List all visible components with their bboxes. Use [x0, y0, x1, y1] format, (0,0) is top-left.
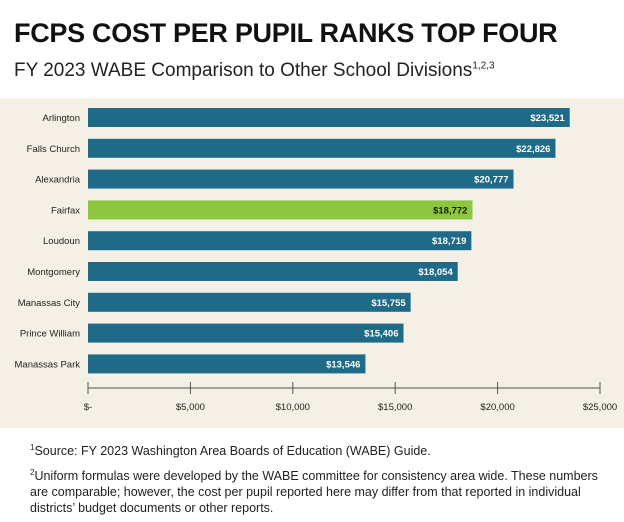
- category-label: Fairfax: [51, 205, 80, 216]
- footnote-1-marker: 1: [30, 443, 35, 452]
- x-tick-label: $15,000: [378, 402, 412, 413]
- bar-falls-church: [88, 138, 556, 158]
- chart-subtitle: FY 2023 WABE Comparison to Other School …: [14, 60, 495, 82]
- category-label: Arlington: [43, 113, 81, 124]
- category-label: Loudoun: [43, 236, 80, 247]
- bar-loudoun: [88, 231, 472, 251]
- x-tick-label: $10,000: [276, 402, 310, 413]
- bar-value-label: $22,826: [516, 144, 550, 155]
- bar-value-label: $18,719: [432, 236, 466, 247]
- category-label: Manassas Park: [15, 359, 81, 370]
- category-label: Montgomery: [27, 267, 80, 278]
- category-label: Alexandria: [35, 175, 81, 186]
- bar-prince-william: [88, 323, 404, 343]
- category-label: Prince William: [20, 329, 80, 340]
- footnote-1-text: Source: FY 2023 Washington Area Boards o…: [34, 444, 431, 459]
- bar-value-label: $20,777: [474, 175, 508, 186]
- x-tick-label: $25,000: [583, 402, 617, 413]
- bar-value-label: $13,546: [326, 359, 360, 370]
- category-label: Manassas City: [18, 298, 81, 309]
- bar-value-label: $15,406: [364, 329, 398, 340]
- bar-manassas-city: [88, 292, 411, 312]
- bar-montgomery: [88, 262, 458, 281]
- bar-value-label: $18,772: [433, 205, 467, 216]
- bar-arlington: [88, 108, 570, 127]
- bar-value-label: $15,755: [371, 298, 406, 309]
- subtitle-footnote-refs: 1,2,3: [472, 60, 495, 72]
- bar-chart: Arlington $23,521 Falls Church $22,826 Alexa…: [15, 108, 617, 413]
- bar-value-label: $23,521: [530, 113, 565, 124]
- footnote-2-text: Uniform formulas were developed by the W…: [30, 469, 598, 516]
- x-tick-label: $5,000: [176, 402, 205, 413]
- footnote-2: 2Uniform formulas were developed by the …: [30, 465, 610, 516]
- category-label: Falls Church: [27, 144, 80, 155]
- bar-manassas-park: [88, 354, 366, 374]
- bar-alexandria: [88, 169, 514, 189]
- x-tick-label: $20,000: [480, 402, 514, 413]
- x-tick-label: $-: [84, 402, 92, 413]
- bar-fairfax: [88, 200, 473, 220]
- footnote-2-marker: 2: [30, 468, 35, 478]
- bar-value-label: $18,054: [418, 267, 453, 278]
- footnote-1: 1Source: FY 2023 Washington Area Boards …: [30, 440, 610, 459]
- chart-panel: Arlington $23,521 Falls Church $22,826 Alexa…: [0, 98, 624, 428]
- footnotes: 1Source: FY 2023 Washington Area Boards …: [30, 440, 610, 522]
- subtitle-text: FY 2023 WABE Comparison to Other School …: [14, 60, 473, 81]
- chart-title: FCPS COST PER PUPIL RANKS TOP FOUR: [14, 18, 558, 48]
